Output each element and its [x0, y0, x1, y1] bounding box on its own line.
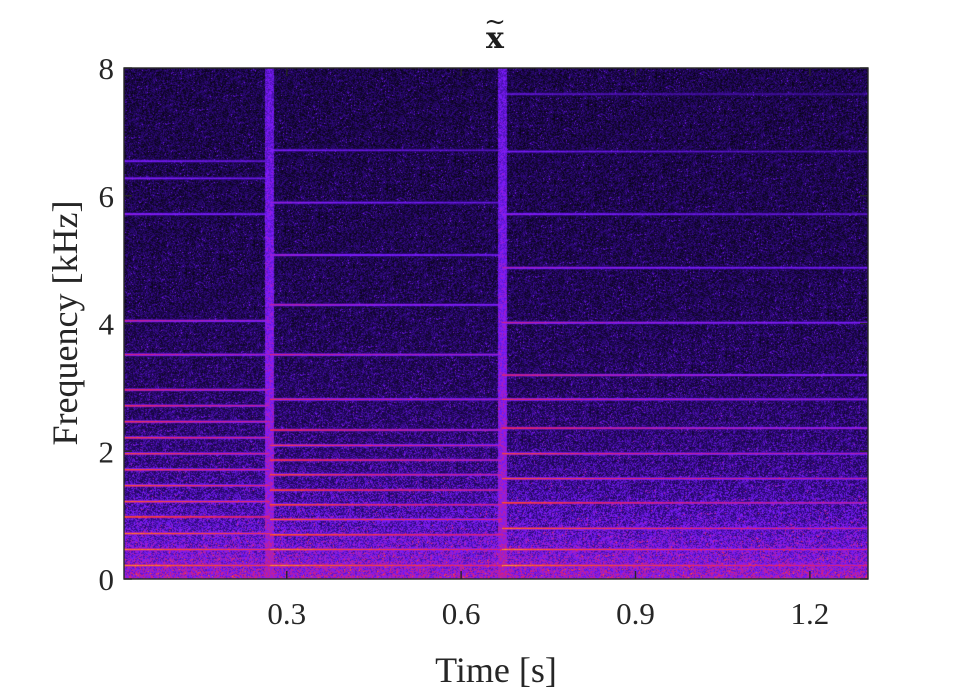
x-tick-label: 1.2: [791, 596, 830, 631]
y-axis-label: Frequency [kHz]: [45, 201, 85, 446]
y-tick-label: 4: [99, 307, 115, 342]
spectrogram-image-holder: [124, 68, 868, 579]
x-axis-label: Time [s]: [435, 650, 557, 690]
plot-title: ~ x: [484, 7, 506, 56]
y-tick-label: 0: [99, 562, 115, 597]
x-axis: 0.3 0.6 0.9 1.2: [267, 68, 829, 631]
x-tick-label: 0.3: [267, 596, 306, 631]
y-axis: 0 2 4 6 8: [99, 51, 868, 597]
x-tick-label: 0.9: [616, 596, 655, 631]
x-tick-label: 0.6: [442, 596, 481, 631]
title-accent: ~: [484, 7, 506, 37]
y-tick-label: 8: [99, 51, 115, 86]
title-text: x: [486, 21, 505, 56]
spectrogram-image: [124, 68, 868, 579]
spectrogram-area: [123, 67, 869, 580]
y-tick-label: 2: [99, 434, 115, 469]
y-tick-label: 6: [99, 179, 115, 214]
